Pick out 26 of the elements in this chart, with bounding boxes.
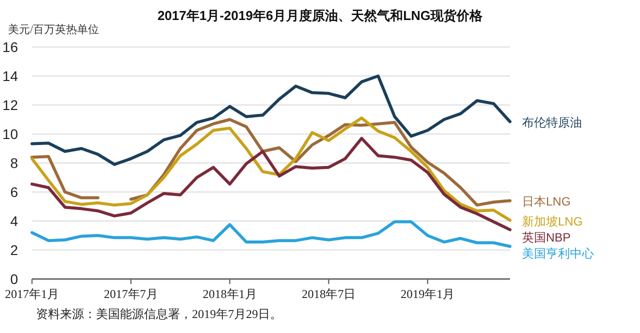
x-tick-label: 2018年7日 (302, 287, 356, 301)
line-series (30, 74, 512, 166)
line-series (30, 220, 512, 248)
y-axis-title: 美元/百万英热单位 (8, 23, 100, 36)
x-tick-label: 2017年7月 (104, 287, 158, 301)
y-tick-label: 6 (10, 184, 18, 200)
series-label: 日本LNG (522, 194, 571, 209)
series-label: 布伦特原油 (522, 116, 582, 130)
x-tick-label: 2018年1月 (202, 287, 257, 301)
y-tick-label: 0 (10, 271, 18, 287)
x-tick-label: 2017年1月 (5, 287, 59, 301)
y-tick-label: 4 (10, 213, 18, 229)
line-series (30, 116, 512, 222)
series-label: 新加坡LNG (522, 214, 583, 228)
chart-title: 2017年1月-2019年6月月度原油、天然气和LNG现货价格 (157, 8, 484, 23)
x-tick-label: 2019年1月 (400, 287, 455, 301)
y-tick-label: 14 (2, 68, 18, 84)
y-tick-label: 8 (10, 155, 18, 171)
text: 资料来源：美国能源信息署，2019年7月29日。 (36, 307, 282, 321)
series-label: 英国NBP (522, 230, 571, 244)
y-tick-label: 2 (10, 242, 18, 258)
series-label: 美国亨利中心 (522, 246, 594, 260)
line-series (30, 136, 512, 232)
y-tick-label: 12 (2, 97, 18, 113)
y-tick-label: 10 (2, 126, 18, 142)
y-tick-label: 16 (2, 39, 18, 55)
